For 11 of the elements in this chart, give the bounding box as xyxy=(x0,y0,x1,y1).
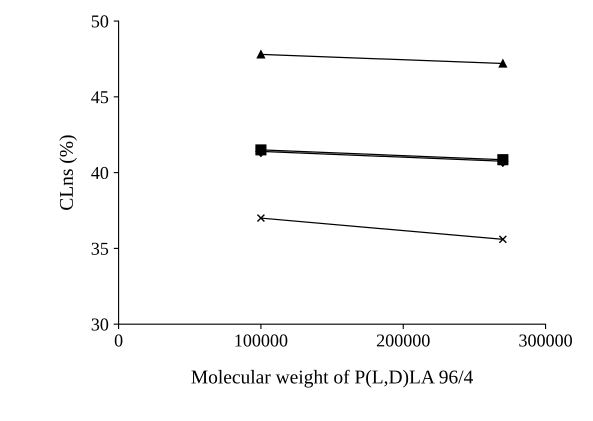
x-tick-label: 100000 xyxy=(235,334,288,347)
y-tick-label: 35 xyxy=(92,242,108,255)
x-tick-label: 200000 xyxy=(376,334,430,347)
x-tick-label: 0 xyxy=(114,334,122,347)
y-tick-label: 45 xyxy=(91,91,108,104)
y-axis-title: CLns (%) xyxy=(59,135,77,210)
x-axis-title: Molecular weight of P(L,D)LA 96/4 xyxy=(191,370,473,388)
y-tick-label: 30 xyxy=(92,318,108,331)
x-tick-label: 300000 xyxy=(519,334,572,347)
y-tick-label: 50 xyxy=(92,15,108,28)
y-tick-label: 40 xyxy=(91,166,108,180)
